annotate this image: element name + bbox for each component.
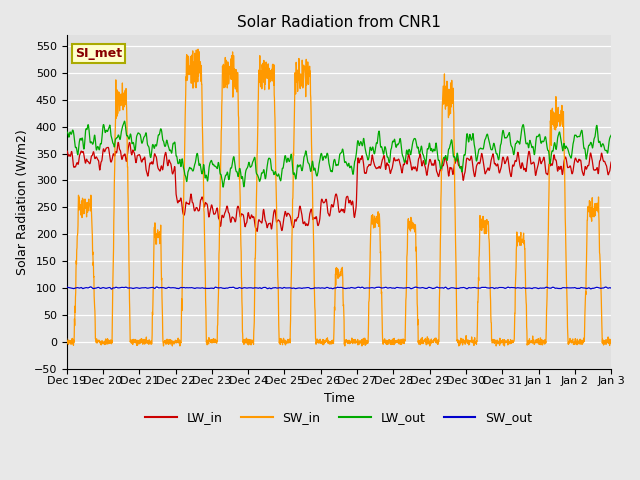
SW_in	[607, 341, 615, 347]
SW_out	[108, 286, 115, 292]
LW_in	[575, 157, 582, 163]
SW_in	[215, 251, 223, 257]
LW_out	[607, 132, 615, 138]
SW_out	[87, 284, 95, 290]
LW_out	[215, 160, 223, 166]
SW_in	[159, 343, 167, 349]
LW_out	[355, 142, 363, 148]
Line: SW_out: SW_out	[67, 287, 611, 289]
Legend: LW_in, SW_in, LW_out, SW_out: LW_in, SW_in, LW_out, SW_out	[140, 406, 538, 429]
Y-axis label: Solar Radiation (W/m2): Solar Radiation (W/m2)	[15, 129, 28, 275]
SW_in	[497, 338, 505, 344]
SW_in	[559, 108, 567, 114]
LW_out	[367, 145, 374, 151]
Title: Solar Radiation from CNR1: Solar Radiation from CNR1	[237, 15, 441, 30]
SW_out	[215, 285, 223, 291]
SW_out	[559, 285, 567, 290]
SW_out	[355, 284, 363, 290]
LW_out	[497, 139, 505, 144]
SW_out	[367, 285, 374, 291]
SW_in	[63, 336, 70, 342]
SW_in	[355, 342, 363, 348]
SW_out	[63, 284, 70, 290]
LW_out	[120, 119, 128, 124]
X-axis label: Time: Time	[323, 392, 355, 405]
LW_in	[253, 228, 261, 234]
LW_out	[559, 143, 567, 149]
Line: SW_in: SW_in	[67, 49, 611, 346]
SW_in	[575, 338, 582, 344]
SW_out	[497, 285, 505, 290]
SW_in	[367, 225, 374, 231]
LW_out	[220, 184, 227, 190]
LW_in	[215, 216, 223, 221]
LW_in	[559, 164, 567, 169]
LW_in	[63, 148, 70, 154]
LW_out	[63, 129, 70, 134]
SW_in	[194, 47, 202, 52]
SW_out	[607, 285, 615, 291]
Line: LW_out: LW_out	[67, 121, 611, 187]
LW_in	[367, 162, 374, 168]
LW_in	[607, 159, 615, 165]
SW_out	[575, 286, 582, 291]
LW_in	[115, 140, 122, 145]
LW_in	[497, 164, 505, 169]
LW_in	[355, 159, 363, 165]
Line: LW_in: LW_in	[67, 143, 611, 231]
Text: SI_met: SI_met	[75, 47, 122, 60]
LW_out	[575, 133, 582, 139]
